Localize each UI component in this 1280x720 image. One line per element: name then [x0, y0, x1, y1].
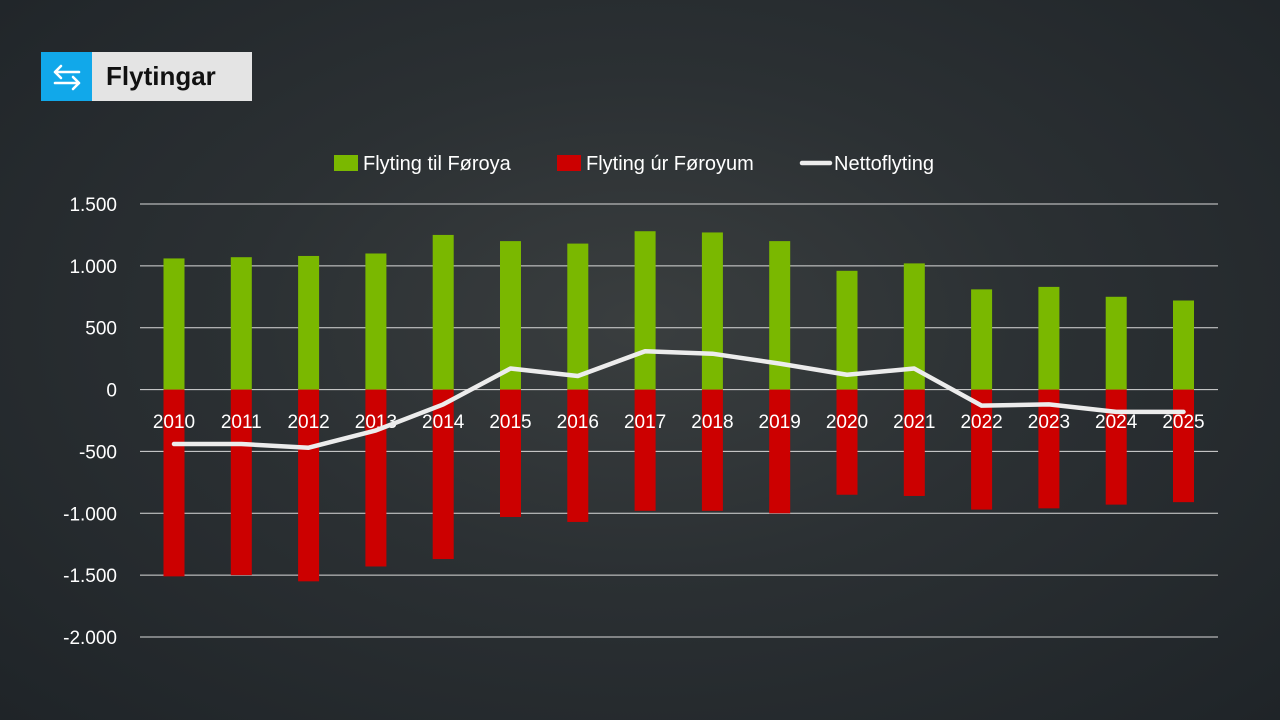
bar-outflow: [1173, 389, 1194, 503]
bar-inflow: [567, 243, 589, 390]
bar-inflow: [701, 232, 723, 390]
bar-inflow: [500, 241, 521, 390]
legend-label: Nettoflyting: [834, 153, 934, 175]
chart-title-box: Flytingar: [41, 52, 252, 101]
chart-title: Flytingar: [106, 61, 216, 91]
bar-outflow: [1038, 389, 1060, 509]
legend-label: Flyting úr Føroyum: [586, 153, 754, 175]
bar-inflow: [432, 234, 454, 390]
bar-outflow: [701, 389, 723, 511]
x-tick-label: 2010: [153, 412, 195, 433]
x-tick-label: 2024: [1095, 412, 1138, 433]
x-tick-label: 2017: [624, 412, 666, 433]
y-tick-label: 500: [85, 319, 117, 340]
y-tick-label: -500: [79, 442, 117, 463]
swap-arrows-icon: [41, 52, 92, 101]
bar-inflow: [769, 241, 791, 390]
bar-outflow: [769, 389, 791, 514]
bar-inflow: [634, 231, 656, 390]
net-migration-line: [171, 348, 1186, 450]
bar-outflow: [298, 389, 320, 582]
y-tick-label: 1.000: [69, 257, 117, 278]
bar-outflow: [230, 389, 252, 576]
x-tick-label: 2014: [422, 412, 465, 433]
bar-inflow: [298, 255, 320, 390]
bar-inflow: [836, 270, 858, 390]
bar-inflow: [903, 263, 925, 390]
x-tick-label: 2012: [287, 412, 329, 433]
x-tick-label: 2025: [1162, 412, 1204, 433]
x-tick-label: 2016: [557, 412, 599, 433]
x-tick-label: 2019: [759, 412, 801, 433]
bar-inflow: [365, 253, 387, 390]
bar-inflow: [1173, 300, 1194, 390]
x-tick-label: 2021: [893, 412, 935, 433]
y-tick-label: -1.000: [63, 504, 117, 525]
y-tick-label: 0: [106, 381, 117, 402]
bar-outflow: [634, 389, 656, 511]
bar-outflow: [567, 389, 589, 522]
y-tick-label: -1.500: [63, 566, 117, 587]
x-tick-label: 2015: [489, 412, 531, 433]
bar-outflow: [971, 389, 993, 510]
bar-inflow: [1038, 286, 1060, 390]
x-tick-label: 2023: [1028, 412, 1070, 433]
bar-inflow: [163, 258, 185, 390]
x-tick-label: 2020: [826, 412, 868, 433]
bar-inflow: [230, 257, 252, 390]
y-tick-label: -2.000: [63, 628, 117, 649]
x-tick-label: 2011: [221, 412, 262, 433]
legend-swatch: [334, 155, 358, 171]
bar-outflow: [500, 389, 521, 517]
bar-inflow: [971, 289, 993, 390]
bar-outflow: [1105, 389, 1127, 505]
bar-outflow: [432, 389, 454, 560]
legend-label: Flyting til Føroya: [363, 153, 512, 175]
bar-outflow: [903, 389, 925, 496]
bar-outflow: [836, 389, 858, 495]
bar-inflow: [1105, 296, 1127, 390]
y-tick-label: 1.500: [69, 195, 117, 216]
x-tick-label: 2022: [960, 412, 1002, 433]
legend-swatch: [557, 155, 581, 171]
x-tick-label: 2018: [691, 412, 733, 433]
bar-outflow: [163, 389, 185, 577]
